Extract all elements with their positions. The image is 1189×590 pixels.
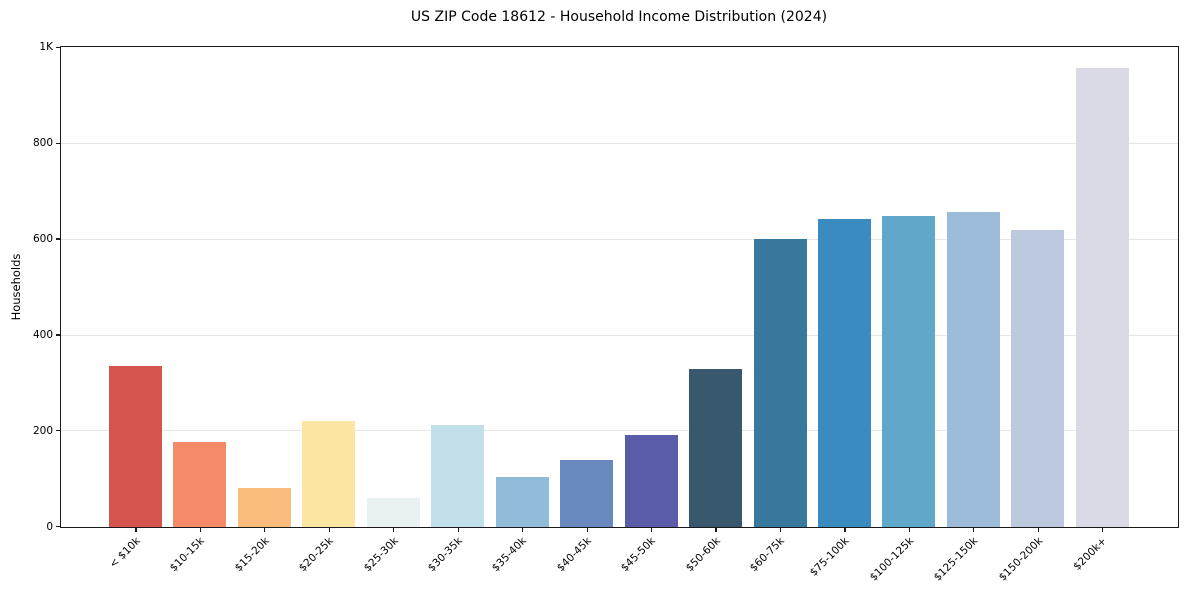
gridline	[60, 334, 1178, 336]
y-tick-label: 0	[46, 520, 53, 533]
bar	[560, 460, 614, 527]
x-tick-mark	[586, 528, 588, 532]
x-tick-label: $200k+	[1071, 535, 1110, 573]
bar	[753, 239, 807, 527]
bar	[1011, 230, 1065, 527]
x-tick-label: $40-45k	[554, 535, 594, 575]
x-tick-mark	[779, 528, 782, 532]
x-tick-label: $20-25k	[296, 535, 336, 575]
x-tick-mark	[1102, 528, 1104, 532]
x-tick-label: $125-150k	[931, 535, 981, 584]
x-tick-mark	[715, 528, 717, 532]
x-tick-label: $45-50k	[618, 535, 659, 575]
bar	[109, 365, 162, 527]
gridline	[60, 430, 1178, 432]
x-tick-mark	[973, 528, 975, 532]
y-tick-label: 400	[32, 328, 53, 341]
y-tick-label: 200	[32, 424, 53, 437]
bar	[431, 425, 485, 527]
x-tick-label: $25-30k	[361, 535, 401, 575]
x-tick-mark	[522, 528, 524, 532]
chart-title: US ZIP Code 18612 - Household Income Dis…	[410, 9, 828, 25]
y-axis-label: Households	[9, 253, 23, 321]
bar	[237, 487, 291, 527]
x-tick-label: $15-20k	[232, 535, 272, 575]
x-tick-label: $30-35k	[425, 535, 465, 575]
x-tick-mark	[1037, 528, 1039, 532]
x-tick-label: $10-15k	[167, 535, 207, 575]
x-tick-mark	[844, 528, 846, 532]
x-tick-mark	[135, 528, 137, 532]
bar	[302, 420, 356, 527]
bar	[882, 215, 936, 527]
y-tick-mark	[55, 430, 60, 432]
y-tick-mark	[55, 334, 60, 336]
x-tick-label: $35-40k	[490, 535, 530, 575]
x-tick-mark	[264, 528, 266, 532]
x-tick-mark	[908, 528, 910, 532]
bar	[1075, 67, 1129, 527]
y-tick-label: 1K	[39, 41, 53, 54]
x-tick-mark	[457, 528, 459, 532]
bar	[495, 476, 549, 527]
y-tick-label: 800	[32, 137, 53, 150]
gridline	[60, 142, 1178, 144]
y-tick-mark	[55, 46, 60, 48]
bar	[173, 442, 227, 527]
y-tick-mark	[55, 142, 60, 144]
y-tick-mark	[55, 238, 60, 240]
plot-area	[59, 46, 1179, 528]
bar	[624, 435, 678, 527]
bar	[689, 368, 743, 527]
bar	[366, 498, 420, 527]
x-tick-label: $150-200k	[996, 535, 1045, 584]
bar	[817, 218, 871, 527]
x-tick-label: $50-60k	[683, 535, 723, 575]
x-tick-label: $75-100k	[807, 535, 852, 579]
x-tick-label: < $10k	[106, 535, 143, 571]
bar	[946, 211, 1000, 527]
x-tick-mark	[328, 528, 330, 532]
y-tick-label: 600	[32, 233, 53, 246]
x-tick-mark	[651, 528, 653, 532]
gridline	[60, 238, 1178, 240]
x-tick-mark	[393, 528, 395, 532]
x-tick-mark	[199, 528, 202, 532]
x-tick-label: $60-75k	[747, 535, 787, 575]
x-tick-label: $100-125k	[867, 535, 916, 584]
y-tick-mark	[55, 526, 60, 528]
